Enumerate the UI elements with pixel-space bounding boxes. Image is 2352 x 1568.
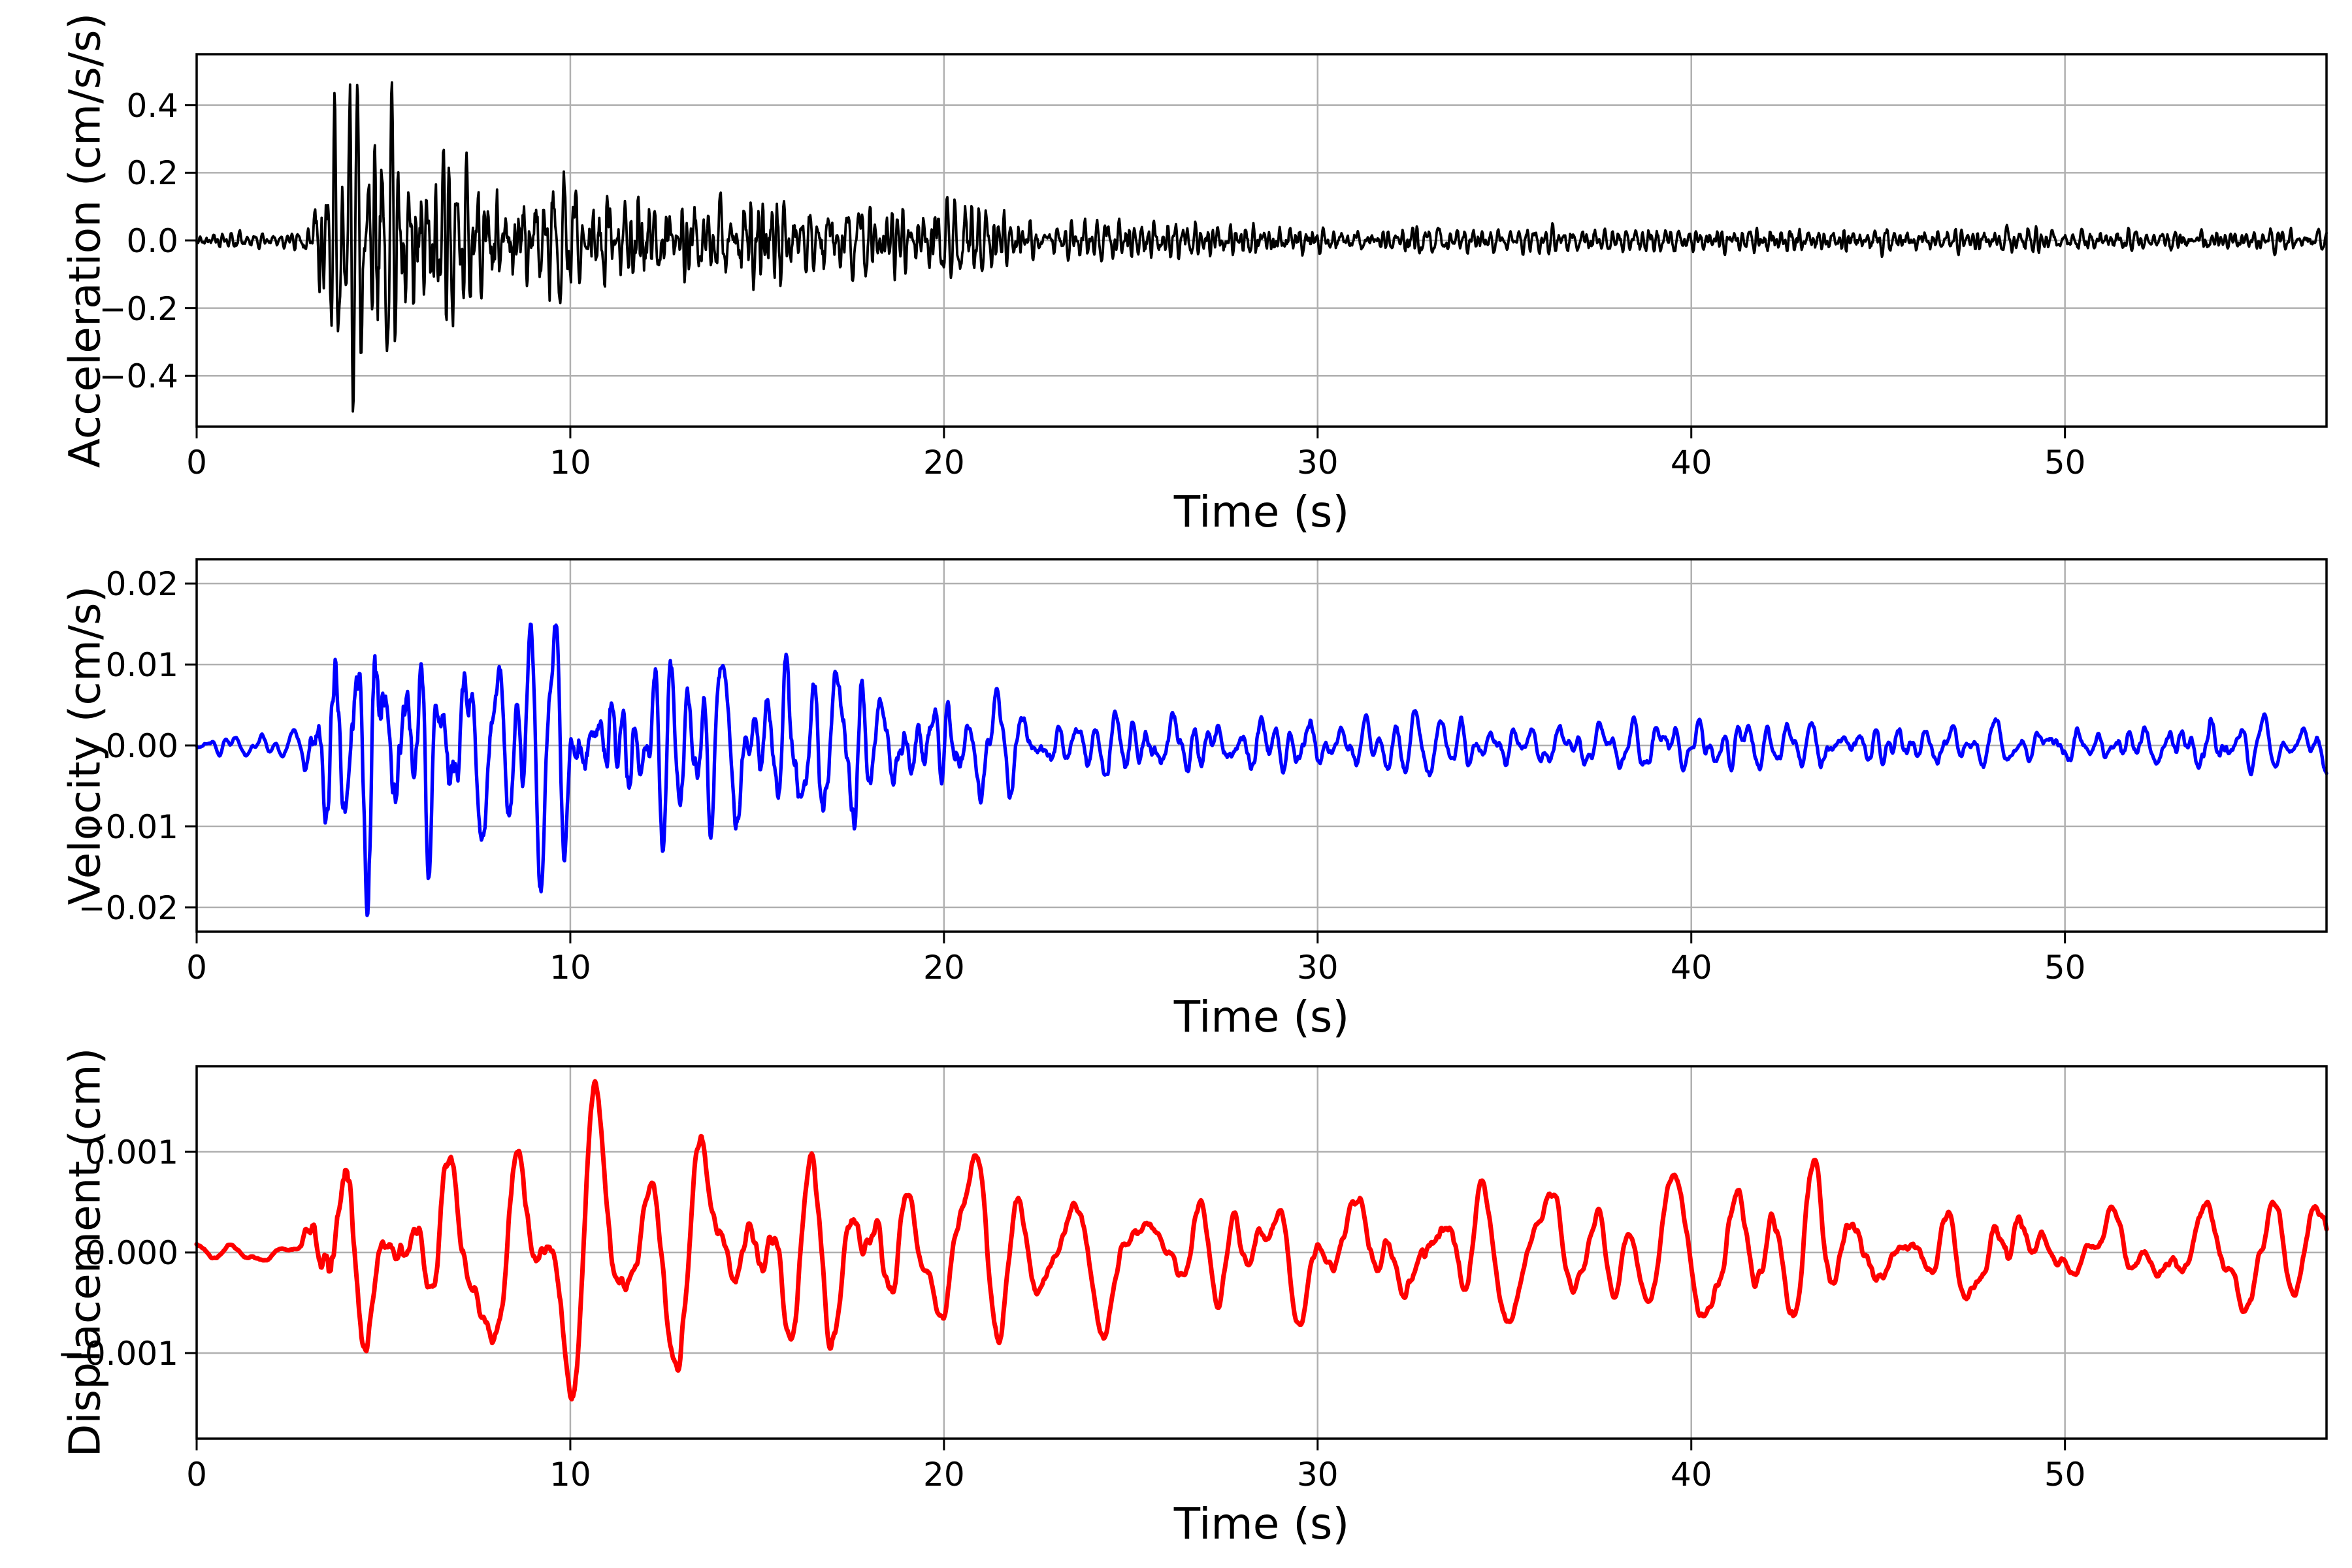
- acceleration-plot-area: [185, 53, 2328, 438]
- y-tick-label: 0.001: [84, 1133, 178, 1171]
- y-tick-label: −0.4: [99, 357, 178, 396]
- displacement-waveform-trace: [194, 1079, 2329, 1402]
- tick-marks: [185, 1151, 2066, 1450]
- axes-border: [195, 1065, 2328, 1440]
- x-axis-label-time-displacement: Time (s): [1173, 1499, 1350, 1549]
- x-tick-label: 0: [186, 949, 207, 987]
- x-tick-label: 30: [1296, 444, 1339, 482]
- grid-lines: [195, 559, 2327, 932]
- x-tick-label: 10: [549, 444, 591, 482]
- y-tick-label: 0.01: [105, 646, 178, 685]
- y-tick-label: −0.001: [57, 1335, 178, 1373]
- tick-marks: [185, 582, 2066, 943]
- y-tick-label: 0.00: [105, 727, 178, 765]
- x-tick-label: 0: [186, 444, 207, 482]
- x-axis-label-time-acceleration: Time (s): [1173, 487, 1350, 537]
- y-tick-label: 0.2: [126, 154, 178, 193]
- y-tick-label: 0.02: [105, 565, 178, 604]
- velocity-waveform-trace: [195, 622, 2328, 917]
- y-tick-label: −0.01: [78, 808, 178, 846]
- x-tick-label: 20: [923, 1456, 965, 1494]
- axes-border: [195, 558, 2328, 933]
- x-tick-label: 50: [2044, 1456, 2086, 1494]
- x-tick-label: 40: [1670, 444, 1712, 482]
- x-tick-label: 30: [1296, 1456, 1339, 1494]
- x-tick-label: 10: [549, 949, 591, 987]
- x-tick-label: 50: [2044, 949, 2086, 987]
- axes-border: [195, 53, 2328, 428]
- displacement-plot-area: [185, 1065, 2329, 1450]
- acceleration-waveform-trace: [195, 81, 2328, 413]
- y-tick-label: 0.4: [126, 86, 178, 125]
- x-tick-label: 40: [1670, 1456, 1712, 1494]
- x-axis-label-time-velocity: Time (s): [1173, 992, 1350, 1042]
- x-tick-label: 50: [2044, 444, 2086, 482]
- x-tick-label: 30: [1296, 949, 1339, 987]
- y-tick-label: −0.02: [78, 889, 178, 927]
- y-tick-label: 0.000: [84, 1234, 178, 1272]
- tick-marks: [185, 104, 2066, 438]
- y-tick-label: 0.0: [126, 222, 178, 260]
- x-tick-label: 40: [1670, 949, 1712, 987]
- x-tick-label: 20: [923, 949, 965, 987]
- velocity-plot-area: [185, 558, 2328, 943]
- x-tick-label: 20: [923, 444, 965, 482]
- x-tick-label: 10: [549, 1456, 591, 1494]
- x-tick-label: 0: [186, 1456, 207, 1494]
- y-tick-label: −0.2: [99, 289, 178, 328]
